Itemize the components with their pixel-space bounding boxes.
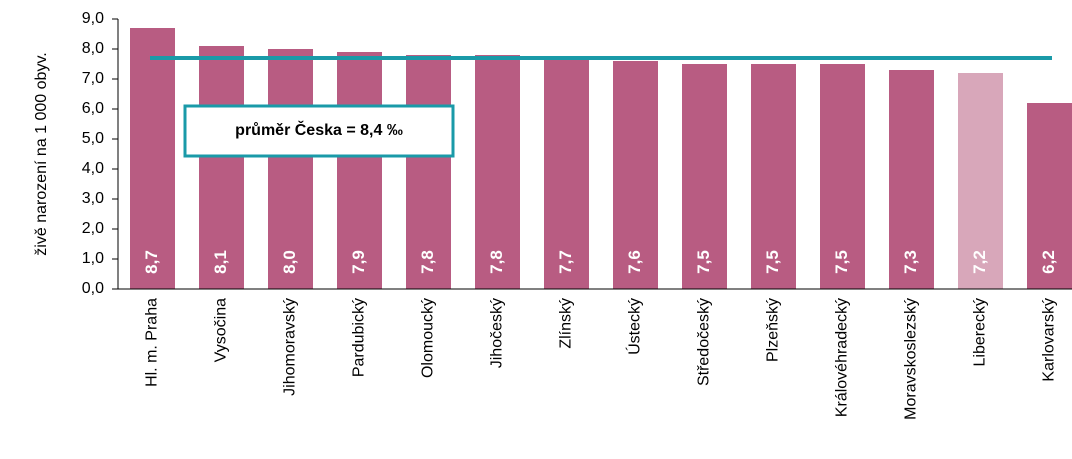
x-tick-label: Plzeňský <box>765 298 782 362</box>
value-label: 7,7 <box>556 250 575 274</box>
value-label: 7,9 <box>349 250 368 274</box>
value-label: 7,2 <box>970 250 989 274</box>
bar <box>751 64 796 289</box>
value-label: 7,5 <box>832 250 851 274</box>
annotation: průměr Česka = 8,4 ‰ <box>235 120 403 139</box>
value-label: 7,6 <box>625 250 644 274</box>
bar <box>130 28 175 289</box>
bar <box>1027 103 1072 289</box>
bar <box>958 73 1003 289</box>
bar <box>475 55 520 289</box>
value-label: 6,2 <box>1039 250 1058 274</box>
x-tick-label: Vysočina <box>213 298 230 362</box>
bar <box>682 64 727 289</box>
x-tick-label: Hl. m. Praha <box>144 298 161 387</box>
x-tick-label: Liberecký <box>972 298 989 366</box>
bar <box>268 49 313 289</box>
value-label: 7,3 <box>901 250 920 274</box>
y-tick-label: 4,0 <box>82 160 104 177</box>
x-tick-label: Jihomoravský <box>282 298 299 396</box>
bar <box>199 46 244 289</box>
x-tick-label: Ústecký <box>625 298 644 355</box>
y-tick-label: 2,0 <box>82 220 104 237</box>
value-label: 8,1 <box>211 250 230 274</box>
annotation-box <box>183 104 455 158</box>
bar <box>406 55 451 289</box>
y-tick-label: 8,0 <box>82 40 104 57</box>
x-tick-label: Středočeský <box>696 298 713 386</box>
y-tick-label: 0,0 <box>82 280 104 297</box>
x-tick-label: Pardubický <box>351 298 368 377</box>
value-label: 7,5 <box>763 250 782 274</box>
bar <box>613 61 658 289</box>
y-tick-label: 6,0 <box>82 100 104 117</box>
y-tick-label: 5,0 <box>82 130 104 147</box>
x-tick-label: Olomoucký <box>420 298 437 378</box>
y-tick-label: 1,0 <box>82 250 104 267</box>
value-label: 8,0 <box>280 250 299 274</box>
y-tick-label: 9,0 <box>82 10 104 27</box>
value-label: 7,5 <box>694 250 713 274</box>
bar <box>820 64 865 289</box>
x-tick-label: Královéhradecký <box>834 298 851 417</box>
x-tick-label: Jihočeský <box>489 298 506 368</box>
x-tick-label: Karlovarský <box>1041 298 1058 382</box>
value-label: 8,7 <box>142 250 161 274</box>
bar <box>544 58 589 289</box>
value-label: 7,8 <box>487 250 506 274</box>
bar <box>889 70 934 289</box>
x-tick-label: Moravskoslezský <box>903 298 920 420</box>
value-label: 7,8 <box>418 250 437 274</box>
y-tick-label: 3,0 <box>82 190 104 207</box>
y-axis-label: živě narození na 1 000 obyv. <box>33 52 50 255</box>
x-tick-label: Zlínský <box>558 298 575 349</box>
bar <box>337 52 382 289</box>
y-tick-label: 7,0 <box>82 70 104 87</box>
